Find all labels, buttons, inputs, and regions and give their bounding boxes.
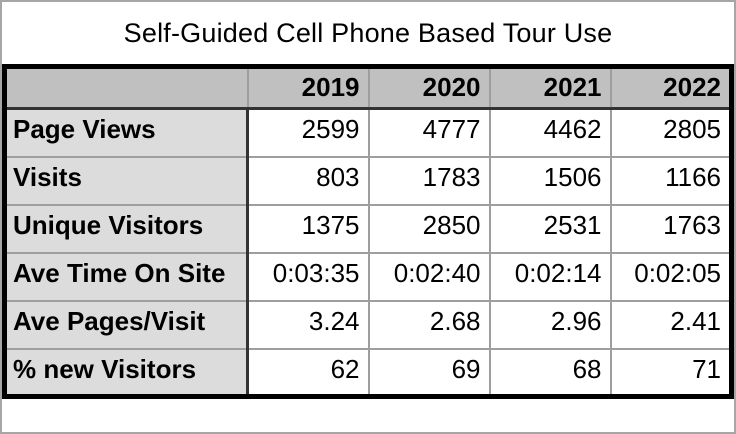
data-cell: 4462: [488, 107, 612, 158]
table-row-pct-new-visitors: % new Visitors 62 69 68 71: [3, 347, 733, 398]
data-cell: 2850: [367, 203, 491, 254]
data-cell: 0:02:05: [609, 251, 733, 302]
data-cell: 69: [367, 347, 491, 398]
tour-use-table: 2019 2020 2021 2022 Page Views 2599 4777…: [2, 64, 734, 399]
data-cell: 1763: [609, 203, 733, 254]
row-label: Ave Time On Site: [3, 251, 249, 302]
data-cell: 1375: [246, 203, 370, 254]
table-row-page-views: Page Views 2599 4777 4462 2805: [3, 107, 733, 158]
data-cell: 1506: [488, 155, 612, 206]
data-cell: 0:03:35: [246, 251, 370, 302]
table-header: 2019 2020 2021 2022: [3, 65, 733, 110]
data-cell: 4777: [367, 107, 491, 158]
table-row-visits: Visits 803 1783 1506 1166: [3, 155, 733, 206]
header-row: 2019 2020 2021 2022: [3, 65, 733, 110]
table-row-unique-visitors: Unique Visitors 1375 2850 2531 1763: [3, 203, 733, 254]
year-header-2019: 2019: [246, 65, 370, 110]
row-label: % new Visitors: [3, 347, 249, 398]
data-cell: 2805: [609, 107, 733, 158]
year-header-2020: 2020: [367, 65, 491, 110]
table-body: Page Views 2599 4777 4462 2805 Visits 80…: [3, 107, 733, 398]
year-header-2021: 2021: [488, 65, 612, 110]
data-cell: 1166: [609, 155, 733, 206]
data-cell: 2531: [488, 203, 612, 254]
row-label: Ave Pages/Visit: [3, 299, 249, 350]
data-cell: 0:02:14: [488, 251, 612, 302]
data-cell: 62: [246, 347, 370, 398]
data-cell: 1783: [367, 155, 491, 206]
corner-cell: [3, 65, 249, 110]
year-header-2022: 2022: [609, 65, 733, 110]
row-label: Page Views: [3, 107, 249, 158]
data-cell: 2.96: [488, 299, 612, 350]
row-label: Unique Visitors: [3, 203, 249, 254]
data-cell: 2.41: [609, 299, 733, 350]
data-cell: 3.24: [246, 299, 370, 350]
data-cell: 2599: [246, 107, 370, 158]
table-row-ave-pages-visit: Ave Pages/Visit 3.24 2.68 2.96 2.41: [3, 299, 733, 350]
row-label: Visits: [3, 155, 249, 206]
data-cell: 803: [246, 155, 370, 206]
table-row-ave-time-on-site: Ave Time On Site 0:03:35 0:02:40 0:02:14…: [3, 251, 733, 302]
data-cell: 0:02:40: [367, 251, 491, 302]
data-cell: 71: [609, 347, 733, 398]
table-title: Self-Guided Cell Phone Based Tour Use: [123, 17, 613, 48]
data-cell: 2.68: [367, 299, 491, 350]
data-cell: 68: [488, 347, 612, 398]
